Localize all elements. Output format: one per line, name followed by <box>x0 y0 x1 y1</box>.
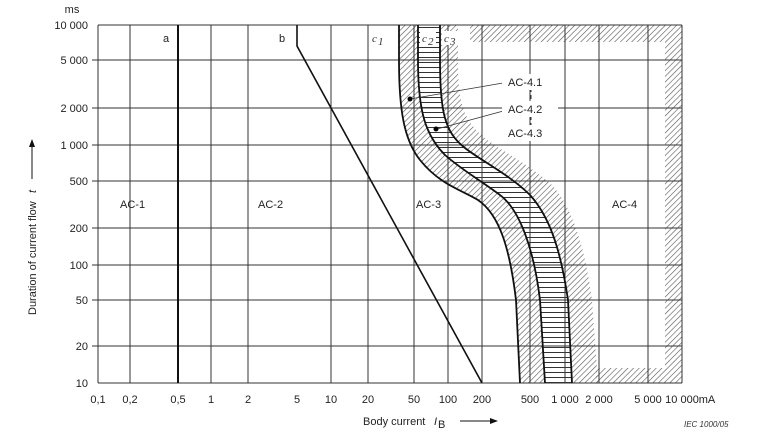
svg-text:2 000: 2 000 <box>60 103 88 115</box>
y-axis-title: Duration of current flow t <box>27 139 39 315</box>
svg-text:Duration of current flow: Duration of current flow <box>27 201 39 315</box>
svg-text:100: 100 <box>70 260 88 272</box>
y-axis-arrow-icon <box>29 139 35 147</box>
x-axis-title: Body current I B <box>363 416 498 431</box>
zone-ac41: AC-4.1 <box>508 77 542 89</box>
svg-text:c: c <box>422 33 427 45</box>
svg-text:t: t <box>27 189 39 193</box>
svg-text:10: 10 <box>76 378 88 390</box>
svg-text:I: I <box>434 416 437 428</box>
label-b: b <box>279 33 285 45</box>
svg-text:2 000: 2 000 <box>585 394 613 406</box>
y-tick-labels: 10 000 5 000 2 000 1 000 500 200 100 50 … <box>54 20 88 390</box>
source-reference: IEC 1000/05 <box>684 420 729 429</box>
svg-text:10 000: 10 000 <box>54 20 88 32</box>
leader-ac42 <box>436 109 508 130</box>
svg-text:1 000: 1 000 <box>60 140 88 152</box>
svg-text:Body current: Body current <box>363 416 425 428</box>
label-c2: c 2 <box>422 33 434 48</box>
svg-text:20: 20 <box>76 341 88 353</box>
svg-text:c: c <box>444 33 449 45</box>
svg-text:10: 10 <box>325 394 337 406</box>
svg-text:500: 500 <box>70 176 88 188</box>
grid-vertical <box>97 25 683 383</box>
svg-text:50: 50 <box>408 394 420 406</box>
svg-text:1: 1 <box>378 36 384 48</box>
y-unit-label: ms <box>65 4 80 16</box>
zone-ac2: AC-2 <box>258 199 283 211</box>
x-tick-labels: 0,1 0,2 0,5 1 2 5 10 20 50 100 200 500 1… <box>90 394 698 406</box>
svg-text:0,2: 0,2 <box>122 394 137 406</box>
svg-text:B: B <box>438 419 445 431</box>
label-c1: c 1 <box>372 33 384 48</box>
zone-ac4: AC-4 <box>612 199 637 211</box>
zone-ac1: AC-1 <box>120 199 145 211</box>
zone-ac3: AC-3 <box>416 199 441 211</box>
svg-text:200: 200 <box>473 394 491 406</box>
curve-c2-right <box>439 25 573 383</box>
svg-text:200: 200 <box>70 223 88 235</box>
svg-text:0,5: 0,5 <box>170 394 185 406</box>
svg-text:5 000: 5 000 <box>60 55 88 67</box>
svg-text:20: 20 <box>362 394 374 406</box>
zone-ac42: AC-4.2 <box>508 104 542 116</box>
svg-text:3: 3 <box>449 36 456 48</box>
svg-text:2: 2 <box>428 36 434 48</box>
svg-text:10 000: 10 000 <box>665 394 699 406</box>
svg-text:5: 5 <box>294 394 300 406</box>
svg-text:5 000: 5 000 <box>634 394 662 406</box>
svg-text:2: 2 <box>245 394 251 406</box>
zone-ac43: AC-4.3 <box>508 128 542 140</box>
marker-ac42 <box>433 126 439 132</box>
label-c3: c 3 <box>444 33 456 48</box>
svg-text:0,1: 0,1 <box>90 394 105 406</box>
x-unit-label: mA <box>699 394 716 406</box>
x-axis-arrow-icon <box>490 418 498 424</box>
svg-text:500: 500 <box>521 394 539 406</box>
svg-text:50: 50 <box>76 295 88 307</box>
curve-c2-left <box>417 25 546 383</box>
leader-ac41 <box>409 82 504 100</box>
svg-text:1 000: 1 000 <box>551 394 579 406</box>
svg-text:100: 100 <box>439 394 457 406</box>
marker-ac41 <box>407 96 413 102</box>
curve-b <box>296 25 483 384</box>
label-a: a <box>163 33 170 45</box>
svg-text:c: c <box>372 33 377 45</box>
curve-c1 <box>398 25 521 383</box>
curves-c <box>398 25 573 383</box>
grid-horizontal <box>92 24 682 384</box>
svg-text:1: 1 <box>208 394 214 406</box>
